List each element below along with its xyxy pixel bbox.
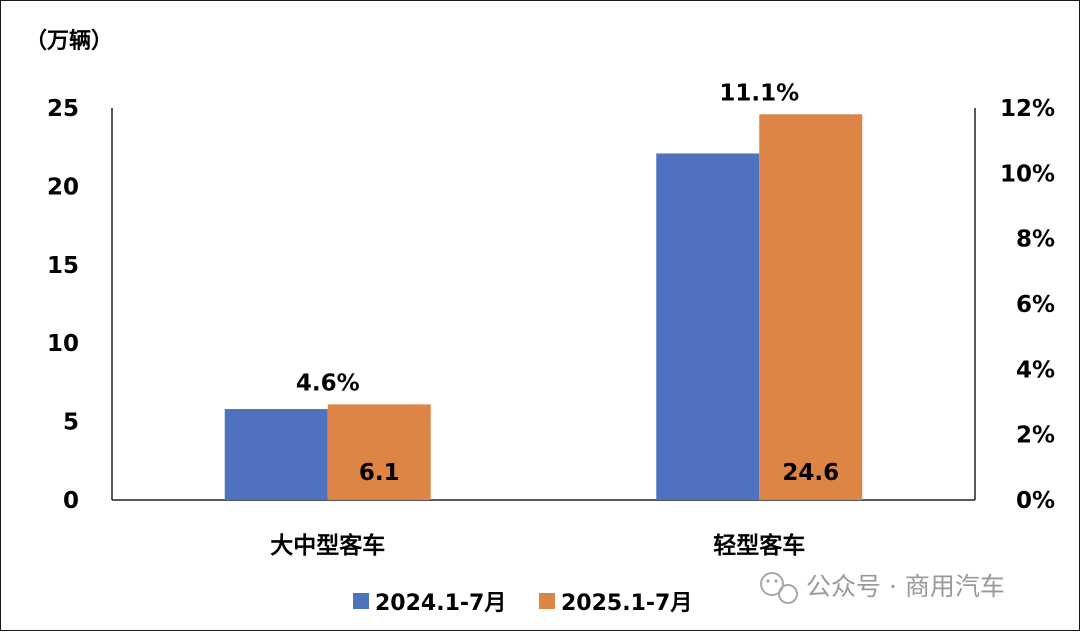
bar-series1 xyxy=(656,153,760,501)
right-tick-label: 10% xyxy=(1000,161,1055,187)
left-tick-label: 20 xyxy=(47,174,79,200)
bar-series2 xyxy=(327,404,431,500)
watermark-text: 公众号 · 商用汽车 xyxy=(806,572,1005,601)
data-labels: 6.1 4.6% 24.6 11.1% xyxy=(296,80,839,486)
bar-value-label: 6.1 xyxy=(359,460,400,486)
growth-rate-label: 4.6% xyxy=(296,370,360,396)
bar-series2 xyxy=(759,114,863,500)
left-tick-label: 5 xyxy=(63,410,79,436)
watermark: 公众号 · 商用汽车 xyxy=(760,572,1005,604)
right-tick-label: 12% xyxy=(1000,96,1055,122)
legend-swatch xyxy=(353,593,369,609)
category-label: 大中型客车 xyxy=(270,532,385,559)
legend-label: 2024.1-7月 xyxy=(375,591,506,616)
right-tick-label: 8% xyxy=(1016,227,1055,253)
right-tick-label: 2% xyxy=(1016,423,1055,449)
right-tick-label: 0% xyxy=(1016,488,1055,514)
right-axis-ticks: 0% 2% 4% 6% 8% 10% 12% xyxy=(1000,96,1055,514)
growth-rate-label: 11.1% xyxy=(719,80,799,106)
bar-group xyxy=(224,114,863,501)
y-axis-unit-label: （万辆） xyxy=(25,28,113,54)
wechat-icon xyxy=(760,572,798,604)
left-tick-label: 25 xyxy=(47,96,79,122)
legend-label: 2025.1-7月 xyxy=(561,591,692,616)
left-tick-label: 15 xyxy=(47,253,79,279)
left-tick-label: 0 xyxy=(63,488,79,514)
right-tick-label: 6% xyxy=(1016,292,1055,318)
category-labels: 大中型客车 轻型客车 xyxy=(270,532,805,559)
bar-value-label: 24.6 xyxy=(782,460,839,486)
legend-swatch xyxy=(539,593,555,609)
category-label: 轻型客车 xyxy=(713,532,805,559)
chart-legend: 2024.1-7月 2025.1-7月 xyxy=(353,591,692,616)
bar-series1 xyxy=(224,409,328,500)
right-tick-label: 4% xyxy=(1016,357,1055,383)
left-tick-label: 10 xyxy=(47,331,79,357)
left-axis-ticks: 0 5 10 15 20 25 xyxy=(47,96,79,514)
